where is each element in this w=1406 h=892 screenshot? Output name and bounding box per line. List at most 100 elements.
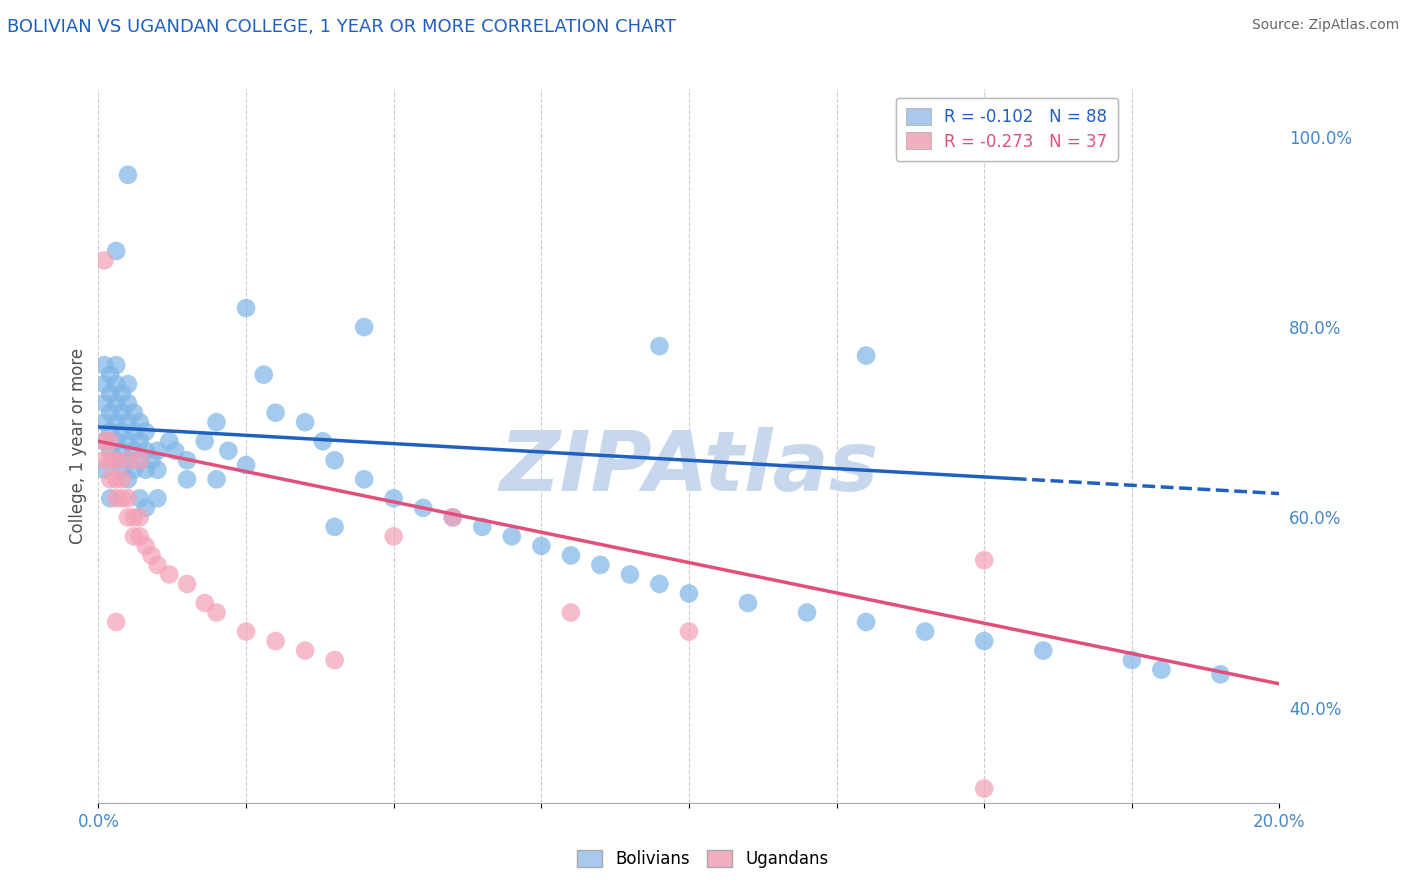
Point xyxy=(122,529,145,543)
Point xyxy=(1121,653,1143,667)
Point xyxy=(1150,663,1173,677)
Point xyxy=(128,529,150,543)
Point xyxy=(678,586,700,600)
Point xyxy=(105,453,128,467)
Point xyxy=(117,453,139,467)
Point xyxy=(105,358,128,372)
Point xyxy=(117,453,139,467)
Point xyxy=(235,301,257,315)
Point xyxy=(93,396,115,410)
Point xyxy=(382,491,405,506)
Point xyxy=(93,377,115,392)
Point xyxy=(176,453,198,467)
Point xyxy=(323,453,346,467)
Legend: Bolivians, Ugandans: Bolivians, Ugandans xyxy=(571,843,835,875)
Point xyxy=(117,415,139,429)
Point xyxy=(111,472,134,486)
Point xyxy=(194,596,217,610)
Point xyxy=(205,415,228,429)
Point xyxy=(128,434,150,449)
Point xyxy=(205,472,228,486)
Point xyxy=(501,529,523,543)
Text: BOLIVIAN VS UGANDAN COLLEGE, 1 YEAR OR MORE CORRELATION CHART: BOLIVIAN VS UGANDAN COLLEGE, 1 YEAR OR M… xyxy=(7,18,676,36)
Point xyxy=(93,434,115,449)
Point xyxy=(973,553,995,567)
Point xyxy=(105,453,128,467)
Point xyxy=(122,406,145,420)
Point xyxy=(560,549,582,563)
Point xyxy=(323,520,346,534)
Point xyxy=(619,567,641,582)
Point xyxy=(93,463,115,477)
Legend: R = -0.102   N = 88, R = -0.273   N = 37: R = -0.102 N = 88, R = -0.273 N = 37 xyxy=(896,97,1118,161)
Point xyxy=(855,349,877,363)
Point xyxy=(382,529,405,543)
Point xyxy=(122,425,145,439)
Point xyxy=(105,434,128,449)
Point xyxy=(128,415,150,429)
Point xyxy=(122,510,145,524)
Point xyxy=(117,472,139,486)
Point xyxy=(98,386,121,401)
Point xyxy=(117,168,139,182)
Point xyxy=(93,434,115,449)
Point xyxy=(128,453,150,467)
Point xyxy=(471,520,494,534)
Point xyxy=(294,643,316,657)
Point xyxy=(111,443,134,458)
Point xyxy=(353,472,375,486)
Point xyxy=(312,434,335,449)
Point xyxy=(441,510,464,524)
Point xyxy=(235,458,257,472)
Point xyxy=(412,500,434,515)
Point xyxy=(146,443,169,458)
Point xyxy=(105,415,128,429)
Point xyxy=(135,500,157,515)
Point xyxy=(105,377,128,392)
Point xyxy=(98,453,121,467)
Point xyxy=(589,558,612,572)
Point xyxy=(914,624,936,639)
Point xyxy=(128,491,150,506)
Y-axis label: College, 1 year or more: College, 1 year or more xyxy=(69,348,87,544)
Point xyxy=(105,244,128,258)
Point xyxy=(678,624,700,639)
Point xyxy=(105,396,128,410)
Text: ZIPAtlas: ZIPAtlas xyxy=(499,427,879,508)
Point xyxy=(205,606,228,620)
Point xyxy=(105,615,128,629)
Text: Source: ZipAtlas.com: Source: ZipAtlas.com xyxy=(1251,18,1399,32)
Point xyxy=(194,434,217,449)
Point xyxy=(157,434,180,449)
Point xyxy=(264,406,287,420)
Point xyxy=(796,606,818,620)
Point xyxy=(157,567,180,582)
Point xyxy=(1032,643,1054,657)
Point xyxy=(146,463,169,477)
Point xyxy=(117,377,139,392)
Point xyxy=(93,358,115,372)
Point xyxy=(111,425,134,439)
Point xyxy=(111,463,134,477)
Point xyxy=(117,396,139,410)
Point xyxy=(264,634,287,648)
Point xyxy=(560,606,582,620)
Point xyxy=(294,415,316,429)
Point xyxy=(737,596,759,610)
Point xyxy=(141,549,163,563)
Point xyxy=(98,443,121,458)
Point xyxy=(98,406,121,420)
Point xyxy=(105,491,128,506)
Point xyxy=(235,624,257,639)
Point xyxy=(93,415,115,429)
Point xyxy=(648,339,671,353)
Point xyxy=(128,453,150,467)
Point xyxy=(176,472,198,486)
Point xyxy=(530,539,553,553)
Point xyxy=(111,491,134,506)
Point xyxy=(135,425,157,439)
Point xyxy=(323,653,346,667)
Point xyxy=(122,443,145,458)
Point xyxy=(217,443,239,458)
Point xyxy=(117,434,139,449)
